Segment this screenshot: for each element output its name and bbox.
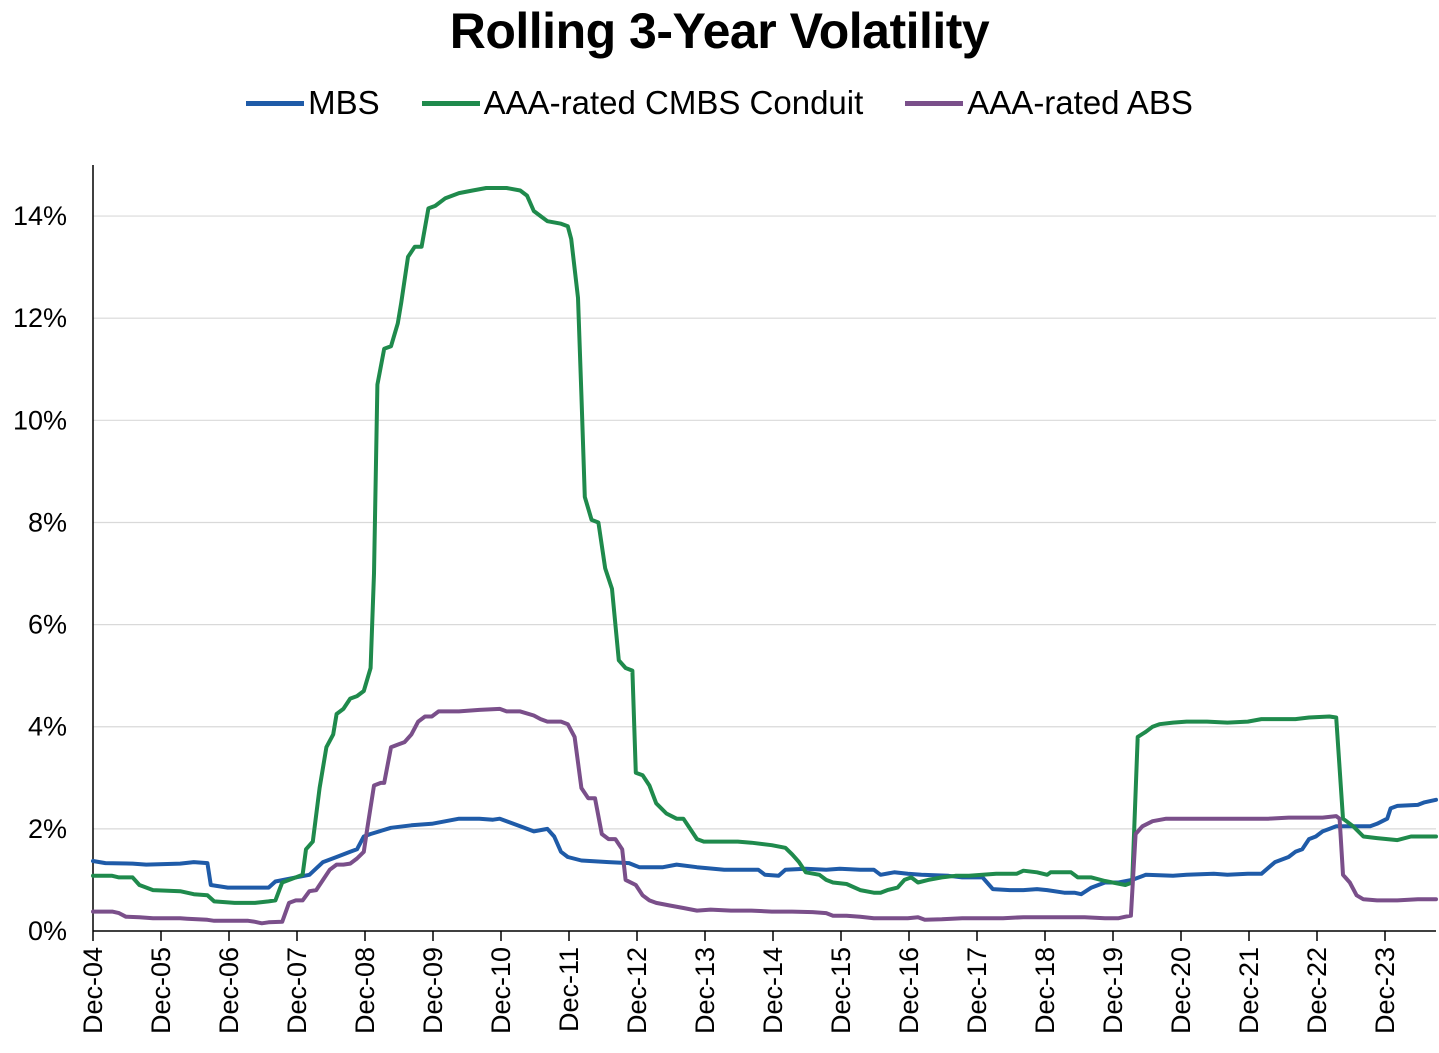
x-tick-label: Dec-10 <box>486 947 516 1034</box>
legend-item-cmbs: AAA-rated CMBS Conduit <box>421 84 864 122</box>
x-tick-label: Dec-22 <box>1302 947 1332 1034</box>
chart-title: Rolling 3-Year Volatility <box>449 3 990 59</box>
x-tick-label: Dec-21 <box>1234 947 1264 1034</box>
x-tick-label: Dec-07 <box>282 947 312 1034</box>
legend-swatch-abs <box>905 100 964 106</box>
x-tick-label: Dec-08 <box>350 947 380 1034</box>
x-tick-label: Dec-18 <box>1030 947 1060 1034</box>
x-tick-label: Dec-11 <box>554 947 584 1032</box>
series-line-2 <box>91 706 1438 926</box>
y-tick-label: 12% <box>13 303 67 333</box>
y-tick-label: 0% <box>28 916 67 946</box>
x-tick-label: Dec-15 <box>826 947 856 1034</box>
legend-label-abs: AAA-rated ABS <box>967 84 1193 121</box>
series-line-0 <box>91 797 1438 897</box>
legend-swatch-mbs <box>246 100 305 106</box>
legend-swatch-cmbs <box>421 100 480 106</box>
series-line-1 <box>91 186 1438 905</box>
legend-item-mbs: MBS <box>246 84 380 122</box>
legend-item-abs: AAA-rated ABS <box>905 84 1193 122</box>
y-tick-label: 6% <box>28 610 67 640</box>
y-tick-label: 10% <box>13 405 67 435</box>
y-tick-label: 14% <box>13 201 67 231</box>
x-tick-label: Dec-13 <box>690 947 720 1034</box>
y-tick-label: 2% <box>28 814 67 844</box>
x-tick-label: Dec-04 <box>78 947 108 1034</box>
y-tick-label: 4% <box>28 712 67 742</box>
x-tick-label: Dec-20 <box>1166 947 1196 1034</box>
x-tick-label: Dec-12 <box>622 947 652 1034</box>
legend-label-mbs: MBS <box>308 84 380 121</box>
x-tick-label: Dec-16 <box>894 947 924 1034</box>
x-tick-label: Dec-23 <box>1370 947 1400 1034</box>
legend-label-cmbs: AAA-rated CMBS Conduit <box>483 84 864 121</box>
legend: MBS AAA-rated CMBS Conduit AAA-rated ABS <box>0 84 1439 122</box>
x-tick-label: Dec-14 <box>758 947 788 1034</box>
x-tick-label: Dec-06 <box>214 947 244 1034</box>
x-tick-label: Dec-17 <box>962 947 992 1034</box>
x-tick-label: Dec-05 <box>146 947 176 1034</box>
x-tick-label: Dec-19 <box>1098 947 1128 1034</box>
y-tick-label: 8% <box>28 507 67 537</box>
x-tick-label: Dec-09 <box>418 947 448 1034</box>
